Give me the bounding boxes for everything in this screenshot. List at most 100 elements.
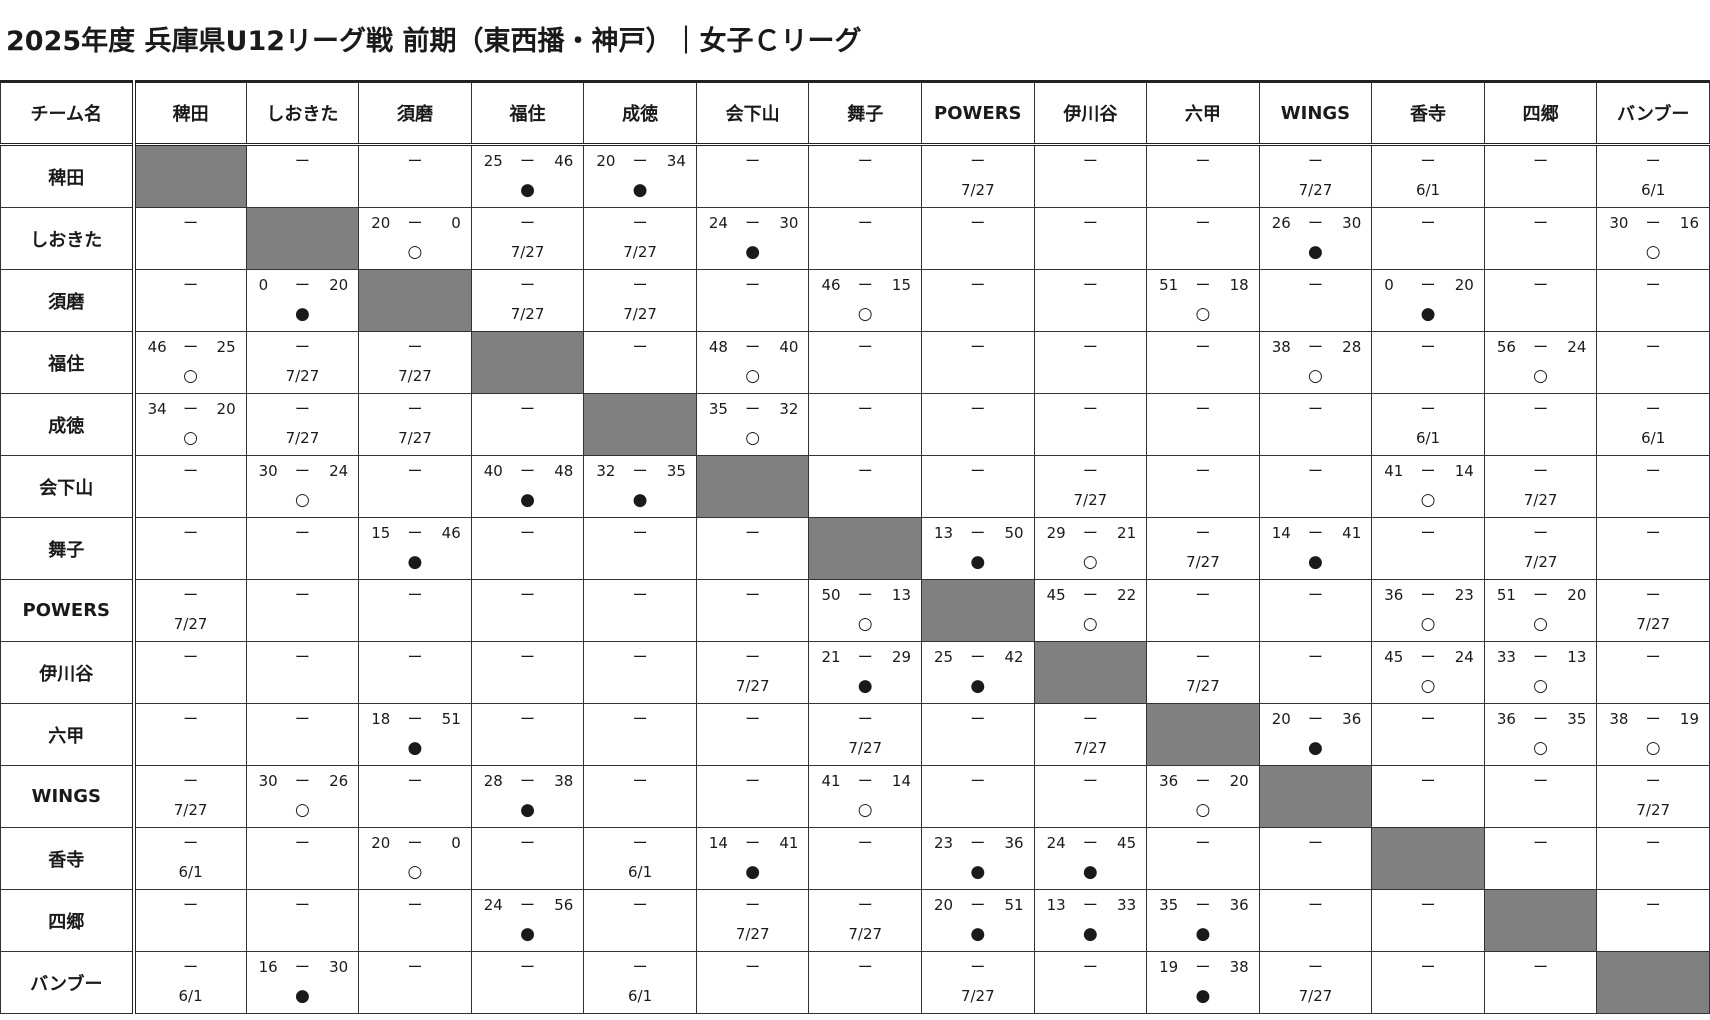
self-match-cell <box>358 269 472 332</box>
score-separator: ー <box>1645 524 1661 542</box>
score-home: 20 <box>371 214 391 232</box>
self-match-cell <box>1033 641 1148 704</box>
score-separator: ー <box>745 648 761 666</box>
score-away: 34 <box>666 152 686 170</box>
row-header-team: 稗田 <box>0 144 136 208</box>
scheduled-date: 7/27 <box>510 243 545 261</box>
win-mark-icon: ○ <box>857 304 873 324</box>
match-cell: ー <box>1371 951 1485 1014</box>
match-cell: ー 24 30 ● <box>695 207 810 270</box>
match-cell: ー 25 42 ● <box>921 641 1035 704</box>
score-home: 29 <box>1046 524 1066 542</box>
score-separator: ー <box>407 524 423 542</box>
match-cell: ー <box>1371 331 1485 394</box>
match-cell: ー <box>470 641 585 704</box>
score-separator: ー <box>1082 524 1098 542</box>
score-separator: ー <box>1533 462 1549 480</box>
loss-mark-icon: ● <box>970 676 986 696</box>
score-separator: ー <box>1082 462 1098 480</box>
score-separator: ー <box>1533 400 1549 418</box>
match-cell: ー <box>583 517 697 580</box>
score-separator: ー <box>1307 276 1323 294</box>
score-separator: ー <box>407 338 423 356</box>
match-cell: ー 6/1 <box>1371 144 1485 208</box>
score-separator: ー <box>407 834 423 852</box>
win-mark-icon: ○ <box>183 428 199 448</box>
column-header-team: WINGS <box>1258 80 1373 146</box>
score-separator: ー <box>857 338 873 356</box>
score-separator: ー <box>407 896 423 914</box>
score-home: 20 <box>596 152 616 170</box>
match-cell: ー <box>583 641 697 704</box>
score-home: 51 <box>1496 586 1516 604</box>
win-mark-icon: ○ <box>183 366 199 386</box>
score-away: 32 <box>779 400 799 418</box>
score-separator: ー <box>745 524 761 542</box>
match-cell: ー 0 20 ● <box>1371 269 1485 332</box>
table-row: 成徳 ー 34 20 ○ ー 7/27 ー 7/27 ー ー 35 32 ○ ー ー ー ー ー ー 6/1 ー ー 6/1 <box>0 393 1710 456</box>
score-away: 24 <box>1454 648 1474 666</box>
match-cell: ー 20 36 ● <box>1258 703 1373 766</box>
scheduled-date: 7/27 <box>960 181 995 199</box>
score-separator: ー <box>294 772 310 790</box>
win-mark-icon: ○ <box>745 366 761 386</box>
match-cell: ー <box>245 889 360 952</box>
loss-mark-icon: ● <box>520 924 535 944</box>
match-cell: ー <box>1483 207 1598 270</box>
score-separator: ー <box>1195 648 1211 666</box>
table-row: 舞子 ー ー ー 15 46 ● ー ー ー ー 13 50 ● ー 29 21 ○ ー 7/27 ー 14 41 ● ー ー 7/… <box>0 517 1710 580</box>
match-cell: ー <box>245 703 360 766</box>
score-away: 40 <box>779 338 799 356</box>
score-separator: ー <box>294 648 310 666</box>
match-cell: ー 6/1 <box>1596 393 1710 456</box>
match-cell: ー 7/27 <box>245 331 360 394</box>
scheduled-date: 7/27 <box>1523 553 1558 571</box>
score-separator: ー <box>1645 896 1661 914</box>
score-separator: ー <box>1082 772 1098 790</box>
score-away: 41 <box>779 834 799 852</box>
match-cell: ー <box>1146 207 1260 270</box>
score-away: 14 <box>891 772 911 790</box>
match-cell: ー <box>1033 765 1148 828</box>
score-home: 0 <box>258 276 269 294</box>
score-home: 41 <box>821 772 841 790</box>
score-away: 35 <box>1567 710 1587 728</box>
match-cell: ー 15 46 ● <box>358 517 472 580</box>
match-cell: ー <box>1033 951 1148 1014</box>
score-separator: ー <box>1645 834 1661 852</box>
match-cell: ー <box>1371 765 1485 828</box>
score-home: 25 <box>483 152 503 170</box>
match-cell: ー <box>1258 455 1373 518</box>
score-separator: ー <box>632 648 648 666</box>
win-mark-icon: ○ <box>1420 676 1436 696</box>
match-cell: ー <box>1371 889 1485 952</box>
column-header-team: 伊川谷 <box>1033 80 1148 146</box>
score-separator: ー <box>632 896 648 914</box>
match-cell: ー <box>808 393 922 456</box>
win-mark-icon: ○ <box>1420 614 1436 634</box>
match-cell: ー 36 20 ○ <box>1146 765 1260 828</box>
score-away: 51 <box>441 710 461 728</box>
score-separator: ー <box>970 648 986 666</box>
loss-mark-icon: ● <box>970 924 986 944</box>
score-separator: ー <box>407 648 423 666</box>
score-separator: ー <box>520 524 536 542</box>
self-match-cell <box>1258 765 1373 828</box>
score-separator: ー <box>1645 648 1661 666</box>
row-header-team: 成徳 <box>0 393 136 456</box>
match-cell: ー 19 38 ● <box>1146 951 1260 1014</box>
loss-mark-icon: ● <box>1420 304 1436 324</box>
match-cell: ー 7/27 <box>1258 951 1373 1014</box>
scheduled-date: 7/27 <box>1186 553 1220 571</box>
score-separator: ー <box>1307 400 1323 418</box>
score-separator: ー <box>857 710 873 728</box>
score-separator: ー <box>294 896 310 914</box>
score-separator: ー <box>632 276 648 294</box>
score-separator: ー <box>970 896 986 914</box>
match-cell: ー 7/27 <box>921 951 1035 1014</box>
match-cell: ー <box>470 703 585 766</box>
match-cell: ー <box>1146 393 1260 456</box>
match-cell: ー <box>1483 269 1598 332</box>
match-cell: ー 41 14 ○ <box>1371 455 1485 518</box>
match-cell: ー 45 24 ○ <box>1371 641 1485 704</box>
